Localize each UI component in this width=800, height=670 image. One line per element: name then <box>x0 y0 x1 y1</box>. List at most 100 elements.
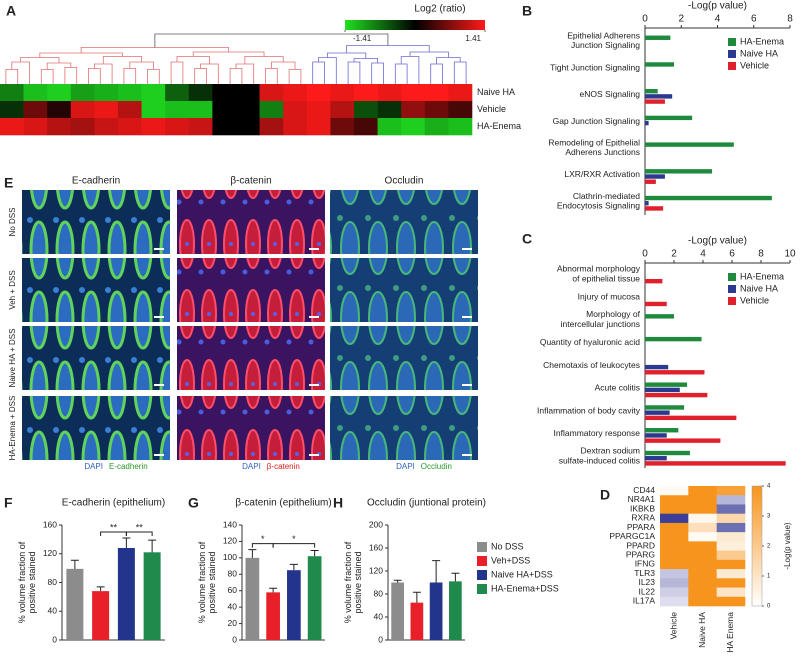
heatmap-cell <box>0 118 24 136</box>
legend-swatch <box>477 542 487 552</box>
bar <box>66 568 84 640</box>
dendrogram <box>88 68 101 84</box>
dendrogram <box>154 33 389 48</box>
bar <box>645 314 674 319</box>
stain-name: DAPI <box>396 462 415 471</box>
bar <box>645 433 667 438</box>
category-label: Gap Junction Signaling <box>553 116 641 126</box>
stain-name: DAPI <box>242 462 261 471</box>
heatmap-cell <box>118 118 142 136</box>
chart-title: β-catenin (epithelium) <box>235 498 331 509</box>
bar <box>645 405 685 410</box>
stain-legend: DAPI β-catenin <box>242 462 300 471</box>
heatmap-cell <box>377 101 402 119</box>
colorbar <box>345 20 485 30</box>
dendrogram <box>194 68 207 84</box>
legend-swatch <box>728 38 736 46</box>
heatmap-cell <box>70 101 95 119</box>
significance-bracket <box>251 543 274 548</box>
column-label: Vehicle <box>668 612 678 640</box>
axis-title: -Log(p value) <box>688 1 747 12</box>
colorbar-tick-label: 1 <box>767 574 771 580</box>
x-tick-label: 0 <box>642 14 648 25</box>
micrograph <box>22 326 170 390</box>
significance-label: ** <box>110 522 118 532</box>
row-label: RXRA <box>631 513 655 523</box>
bar <box>645 195 772 201</box>
legend-label: HA-Enema <box>740 36 784 46</box>
heatmap-cell <box>660 513 689 524</box>
heatmap-cell <box>0 84 24 102</box>
row-label: PPARD <box>626 540 655 550</box>
y-tick-label: 40 <box>228 601 238 611</box>
heatmap-cell <box>688 587 717 598</box>
bar <box>645 336 702 342</box>
dendrogram <box>170 61 184 84</box>
category-label: Remodeling of Epithelial Adherens Junctio… <box>548 138 640 158</box>
x-tick-label: 8 <box>787 14 793 25</box>
category-label: eNOS Signaling <box>580 89 641 99</box>
heatmap-cell <box>70 118 95 136</box>
bar <box>449 581 462 640</box>
heatmap-cell <box>188 118 213 136</box>
bar <box>645 169 713 174</box>
dendrogram <box>244 56 284 64</box>
dendrogram <box>147 69 160 84</box>
dendrogram <box>123 68 137 84</box>
heatmap-cell <box>188 101 213 119</box>
dendrogram <box>436 57 461 64</box>
heatmap-cell <box>94 101 119 119</box>
dendrogram <box>312 61 325 84</box>
x-tick-label: 2 <box>678 14 684 25</box>
heatmap-cell <box>660 559 689 570</box>
legend-label: Veh+DSS <box>491 555 530 565</box>
colorbar-title: Log2 (ratio) <box>414 4 465 15</box>
heatmap-cell <box>259 101 284 119</box>
category-label: LXR/RXR Activation <box>564 169 640 179</box>
dendrogram <box>347 61 361 84</box>
heatmap-cell <box>688 541 717 551</box>
heatmap-cell <box>688 522 717 533</box>
dendrogram <box>94 63 113 84</box>
heatmap-cell <box>377 84 402 102</box>
heatmap-cell <box>283 118 308 136</box>
bar <box>429 582 443 640</box>
y-tick-label: 120 <box>223 536 237 546</box>
y-tick-label: 80 <box>374 588 384 598</box>
significance-label: * <box>292 534 296 544</box>
row-label: Veh + DSS <box>8 270 17 309</box>
heatmap-cell <box>47 101 72 119</box>
dendrogram <box>229 68 243 84</box>
y-tick-label: 140 <box>223 519 237 529</box>
heatmap-cell <box>283 101 308 119</box>
row-label: PPARA <box>627 522 656 532</box>
panel-label: G <box>188 495 199 511</box>
colorbar-tick-label: 1.41 <box>465 34 481 43</box>
micrograph <box>330 326 478 390</box>
error-bar <box>412 591 421 603</box>
legend-swatch <box>728 50 736 58</box>
heatmap-cell <box>94 84 119 102</box>
bar <box>645 438 721 443</box>
heatmap-cell <box>660 532 689 542</box>
heatmap-cell <box>716 559 746 570</box>
row-label: NR4A1 <box>628 494 656 504</box>
heatmap-cell <box>688 486 717 496</box>
heatmap-cell <box>660 486 689 496</box>
bar <box>645 174 665 179</box>
panel-label: B <box>522 3 532 19</box>
micrograph <box>330 258 478 322</box>
heatmap-cell <box>212 118 237 136</box>
row-label: No DSS <box>8 208 17 237</box>
bar <box>645 410 670 415</box>
x-tick-label: 4 <box>715 14 721 25</box>
colorbar-tick-label: 4 <box>767 484 771 490</box>
y-tick-label: 100 <box>223 552 237 562</box>
legend-label: Vehicle <box>740 60 769 70</box>
category-label: Abnormal morphology of epithelial tissue <box>557 264 641 284</box>
column-header: E-cadherin <box>72 176 120 187</box>
heatmap-cell <box>660 522 689 533</box>
error-bar <box>393 579 402 583</box>
error-bar <box>289 563 298 571</box>
